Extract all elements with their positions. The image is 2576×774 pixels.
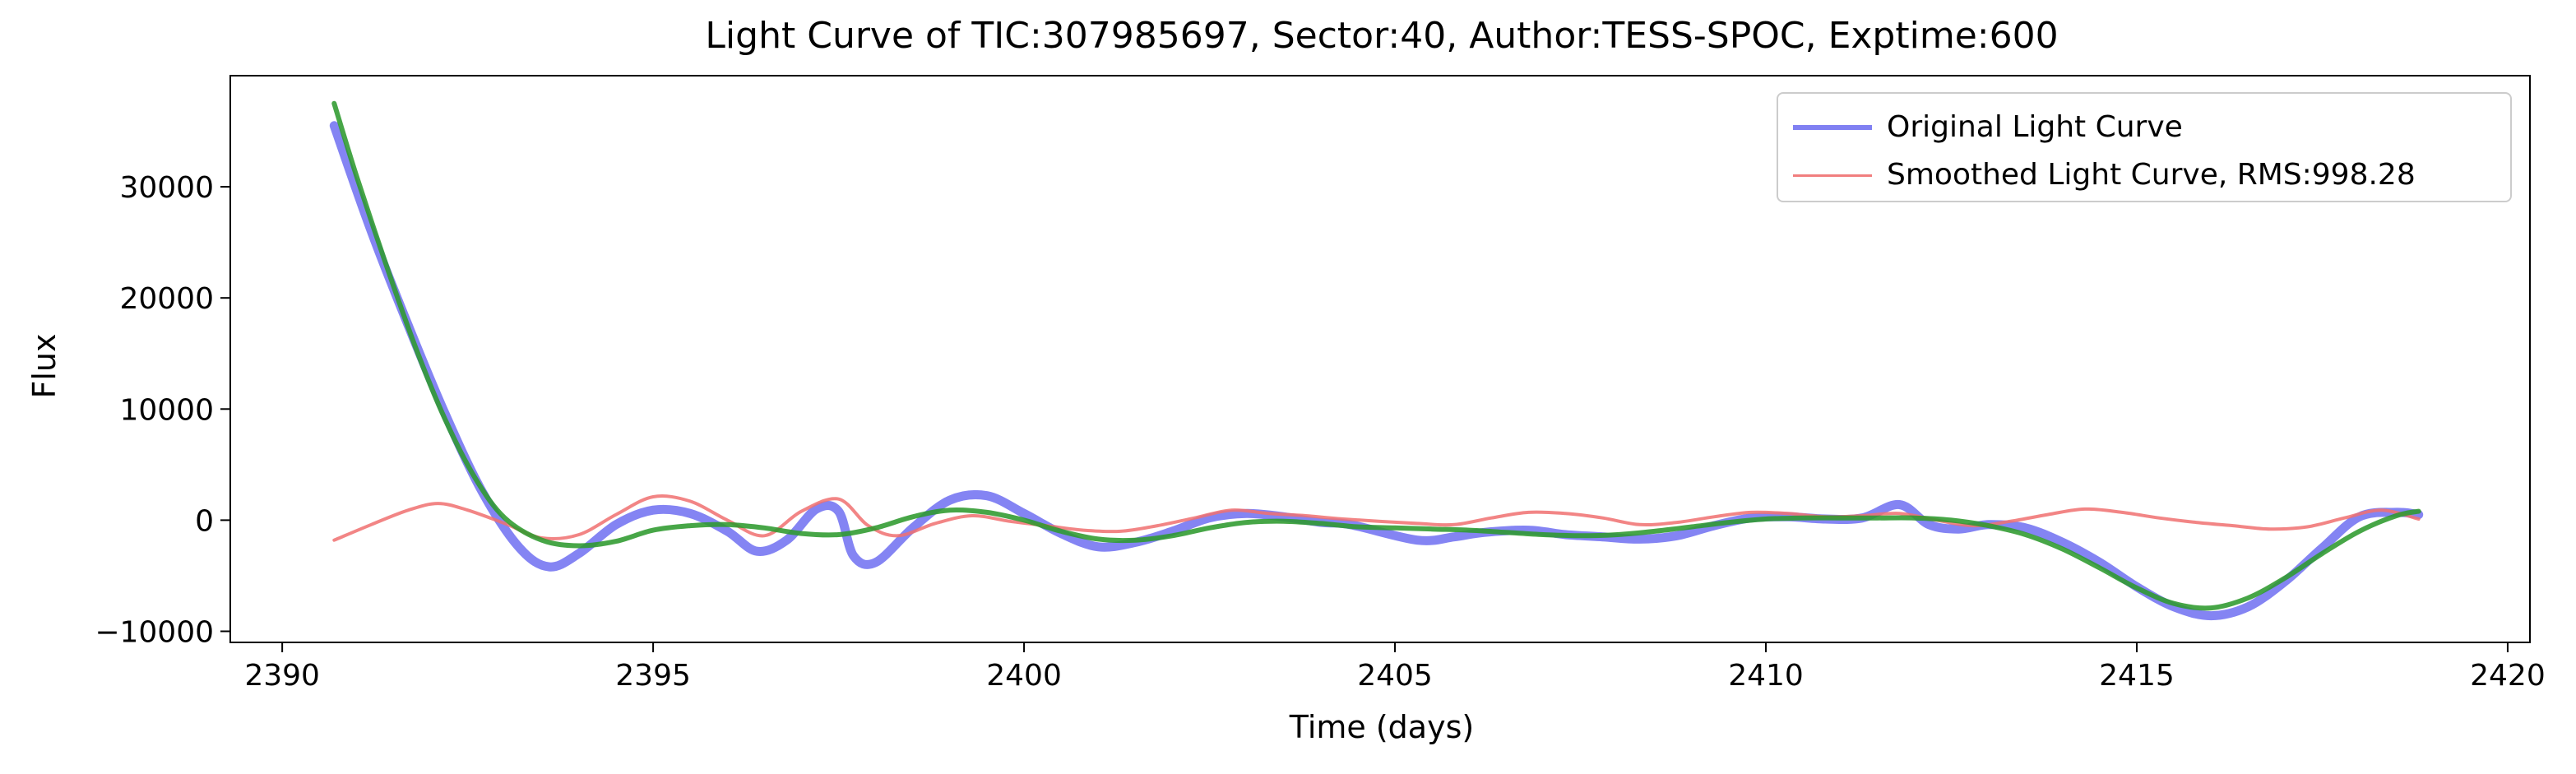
series-layer bbox=[329, 100, 2424, 621]
x-tick-label: 2390 bbox=[244, 659, 320, 693]
smoothed-light-curve-line bbox=[332, 494, 2421, 542]
y-tick-label: 20000 bbox=[119, 282, 214, 316]
x-axis-label: Time (days) bbox=[1289, 709, 1475, 745]
fit-curve-line bbox=[331, 100, 2421, 611]
x-tick-label: 2410 bbox=[1728, 659, 1804, 693]
axes-frame bbox=[229, 75, 2531, 643]
legend-label-smoothed: Smoothed Light Curve, RMS:998.28 bbox=[1887, 158, 2416, 192]
x-tick-label: 2405 bbox=[1357, 659, 1433, 693]
legend-item-smoothed: Smoothed Light Curve, RMS:998.28 bbox=[1778, 155, 2510, 196]
legend-label-original: Original Light Curve bbox=[1887, 110, 2183, 144]
y-tick-label: 10000 bbox=[119, 393, 214, 427]
x-tick-label: 2395 bbox=[615, 659, 691, 693]
legend-swatch-smoothed bbox=[1793, 174, 1872, 177]
y-axis-label: Flux bbox=[26, 333, 63, 399]
x-tick-label: 2400 bbox=[986, 659, 1062, 693]
legend: Original Light Curve Smoothed Light Curv… bbox=[1777, 92, 2512, 202]
y-tick-label: −10000 bbox=[95, 615, 214, 649]
axes-frame-rect bbox=[229, 75, 2531, 643]
legend-item-original: Original Light Curve bbox=[1778, 107, 2510, 148]
x-tick-label: 2415 bbox=[2099, 659, 2175, 693]
y-tick-label: 0 bbox=[195, 504, 214, 538]
tick-layer: 2390 2395 2400 2405 2410 2415 2420 −10000 0 10000… bbox=[95, 171, 2545, 693]
y-tick-label: 30000 bbox=[119, 171, 214, 205]
x-tick-label: 2420 bbox=[2470, 659, 2546, 693]
legend-swatch-original bbox=[1793, 125, 1872, 130]
chart-title: Light Curve of TIC:307985697, Sector:40,… bbox=[705, 15, 2059, 57]
